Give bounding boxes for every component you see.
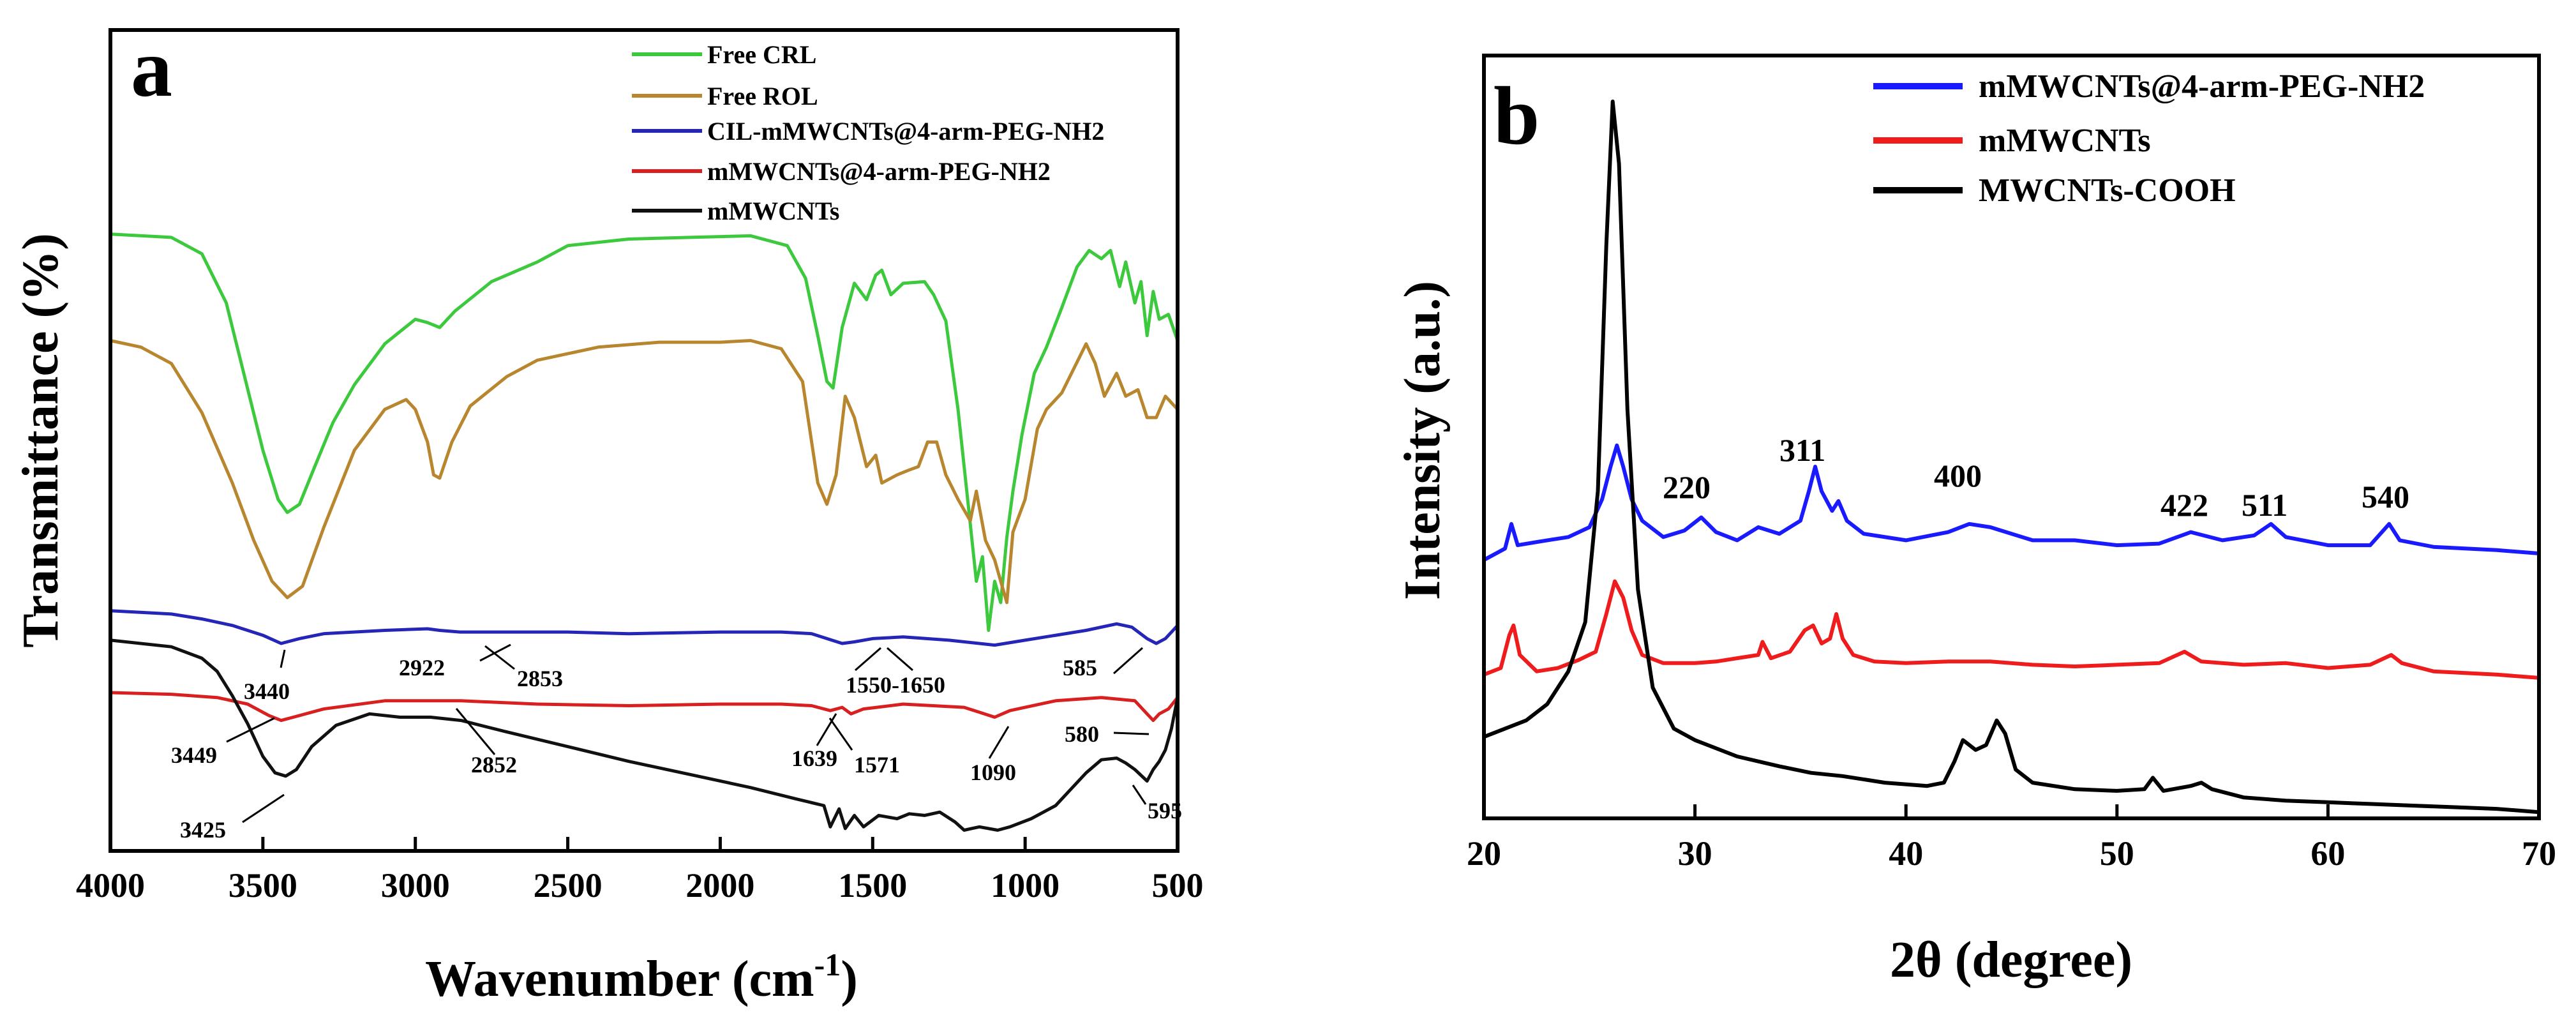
ftir-x-tick-label-4000: 4000 <box>76 866 145 905</box>
ftir-x-tick-label-3000: 3000 <box>381 866 450 905</box>
ftir-x-tick-label-1500: 1500 <box>838 866 907 905</box>
ann-2922: 2922 <box>399 655 445 680</box>
xrd-x-tick-label-70: 70 <box>2522 834 2556 873</box>
ann-1090: 1090 <box>970 760 1016 785</box>
ftir-series-cil-mmwcnts-4-arm-peg-nh2 <box>110 609 1179 647</box>
ftir-x-tick-label-3500: 3500 <box>228 866 297 905</box>
legend-label-free-rol: Free ROL <box>707 82 818 110</box>
xrd-series-group <box>1483 100 2540 815</box>
ftir-y-axis-title: Transmittance (%) <box>13 233 69 648</box>
ann-1550-1650: 1550-1650 <box>846 672 945 698</box>
ann-arrow-585 <box>1113 647 1143 675</box>
ann-arrow-1090 <box>988 726 1010 759</box>
ftir-x-axis-title: Wavenumber (cm-1) <box>425 947 858 1007</box>
ann-3440: 3440 <box>244 679 290 704</box>
xrd-series-mmwcnts-4-arm-peg-nh2 <box>1483 443 2540 562</box>
legend-label-b-mmwcnts: mMWCNTs <box>1979 123 2151 159</box>
xrd-plot-frame <box>1482 54 2541 820</box>
ann-arrow-2922 <box>479 643 511 662</box>
xrd-x-tick-label-60: 60 <box>2310 834 2345 873</box>
xrd-legend: mMWCNTs@4-arm-PEG-NH2 mMWCNTs MWCNTs-COO… <box>1873 68 2425 209</box>
xrd-x-tick-label-50: 50 <box>2100 834 2134 873</box>
ann-1639: 1639 <box>791 746 837 771</box>
ann-arrow-3440 <box>280 649 286 668</box>
xrd-x-tick-label-40: 40 <box>1889 834 1923 873</box>
xrd-x-axis-title: 2θ (degree) <box>1890 932 2132 988</box>
ann-2852: 2852 <box>471 752 517 778</box>
ann-1571: 1571 <box>854 752 900 778</box>
ann-arrow-1639 <box>816 713 837 746</box>
ann-arrow-580 <box>1113 732 1149 735</box>
panel-letter-b: b <box>1494 70 1539 162</box>
xrd-y-axis-title: Intensity (a.u.) <box>1395 281 1451 600</box>
ann-arrow-1550-left <box>855 647 881 672</box>
ann-arrow-3425 <box>242 793 285 823</box>
ftir-chart: 4000 3500 3000 2500 2000 1500 1000 500 a Free C… <box>13 22 1204 1007</box>
legend-label-mmwcnts: mMWCNTs <box>707 197 839 225</box>
panel-letter-a: a <box>131 22 172 114</box>
ann-arrow-1550-right <box>887 647 913 672</box>
xrd-series-mwcnts-cooh <box>1483 100 2540 815</box>
ftir-x-tick-label-500: 500 <box>1152 866 1204 905</box>
ann-2853: 2853 <box>517 666 563 691</box>
ftir-x-tick-label-2000: 2000 <box>685 866 754 905</box>
ftir-series-group <box>110 232 1179 832</box>
peak-label-540: 540 <box>2362 479 2409 515</box>
xrd-series-mmwcnts <box>1483 579 2540 680</box>
xrd-x-tick-label-30: 30 <box>1678 834 1712 873</box>
ann-595: 595 <box>1148 798 1182 823</box>
xrd-chart: 20 30 40 50 60 70 b mMWCNTs@4-arm-PEG-NH2 mMW… <box>1395 54 2556 988</box>
xrd-x-ticks: 20 30 40 50 60 70 <box>1467 804 2556 873</box>
ann-3449: 3449 <box>171 742 217 768</box>
legend-label-peg: mMWCNTs@4-arm-PEG-NH2 <box>707 157 1051 186</box>
peak-label-511: 511 <box>2242 487 2288 523</box>
peak-label-311: 311 <box>1779 432 1825 468</box>
ann-arrow-1571 <box>828 718 853 751</box>
ftir-series-free-rol <box>110 339 1179 605</box>
xrd-x-tick-label-20: 20 <box>1467 834 1501 873</box>
ftir-x-tick-label-1000: 1000 <box>991 866 1060 905</box>
ftir-legend: Free CRL Free ROL CIL-mMWCNTs@4-arm-PEG-… <box>632 40 1104 225</box>
ftir-series-free-crl <box>110 232 1179 632</box>
ftir-series-mmwcnts <box>110 638 1179 832</box>
peak-label-400: 400 <box>1934 458 1982 493</box>
ftir-series-mmwcnts-4-arm-peg-nh2 <box>110 691 1179 723</box>
ftir-x-tick-label-2500: 2500 <box>534 866 603 905</box>
ftir-x-ticks: 4000 3500 3000 2500 2000 1500 1000 500 <box>76 837 1204 905</box>
ann-arrow-595 <box>1132 785 1147 805</box>
peak-label-220: 220 <box>1663 469 1711 505</box>
ann-580: 580 <box>1065 721 1099 747</box>
peak-label-422: 422 <box>2160 487 2208 523</box>
ann-arrow-3449 <box>226 717 275 743</box>
ann-585: 585 <box>1063 655 1097 680</box>
legend-label-cil: CIL-mMWCNTs@4-arm-PEG-NH2 <box>707 117 1104 146</box>
legend-label-free-crl: Free CRL <box>707 40 816 69</box>
ann-3425: 3425 <box>180 817 226 843</box>
ann-arrow-2853 <box>484 645 515 670</box>
legend-label-b-cooh: MWCNTs-COOH <box>1979 172 2236 209</box>
ftir-plot-frame <box>109 28 1179 853</box>
ann-arrow-2852 <box>455 708 496 755</box>
ftir-annotations <box>226 643 1149 823</box>
legend-label-b-peg: mMWCNTs@4-arm-PEG-NH2 <box>1979 68 2425 105</box>
